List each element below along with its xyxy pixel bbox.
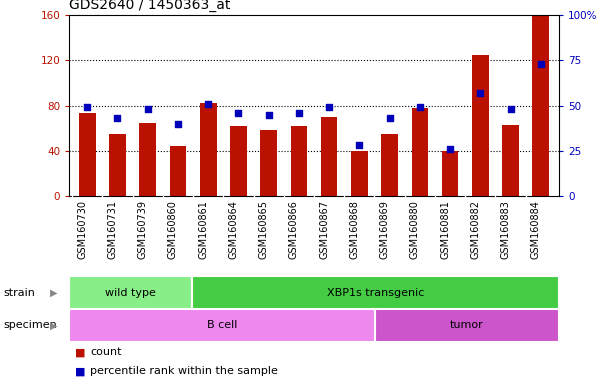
Point: [203, 101, 213, 107]
Text: GSM160868: GSM160868: [349, 200, 359, 259]
Text: GSM160884: GSM160884: [531, 200, 541, 259]
Bar: [69, 309, 375, 342]
Text: strain: strain: [3, 288, 35, 298]
Bar: [139, 122, 156, 196]
Point: [294, 110, 304, 116]
Bar: [502, 125, 519, 196]
Bar: [351, 151, 368, 196]
Point: [506, 106, 516, 112]
Text: GSM160739: GSM160739: [138, 200, 148, 259]
Text: GSM160869: GSM160869: [380, 200, 389, 259]
Bar: [200, 103, 216, 196]
Text: GDS2640 / 1450363_at: GDS2640 / 1450363_at: [69, 0, 231, 12]
Text: GSM160865: GSM160865: [258, 200, 269, 259]
Text: XBP1s transgenic: XBP1s transgenic: [326, 288, 424, 298]
Bar: [260, 131, 277, 196]
Text: GSM160883: GSM160883: [501, 200, 511, 259]
Bar: [169, 146, 186, 196]
Bar: [230, 126, 247, 196]
Bar: [532, 15, 549, 196]
Text: tumor: tumor: [450, 320, 484, 331]
Text: GSM160867: GSM160867: [319, 200, 329, 259]
Point: [234, 110, 243, 116]
Point: [143, 106, 153, 112]
Point: [264, 112, 273, 118]
Bar: [109, 134, 126, 196]
Text: GSM160731: GSM160731: [108, 200, 117, 259]
Text: GSM160861: GSM160861: [198, 200, 208, 259]
Text: ■: ■: [75, 366, 85, 376]
Text: count: count: [90, 347, 121, 358]
Point: [415, 104, 425, 111]
Text: ▶: ▶: [50, 320, 58, 331]
Text: GSM160860: GSM160860: [168, 200, 178, 259]
Text: GSM160864: GSM160864: [228, 200, 239, 259]
Bar: [381, 134, 398, 196]
Bar: [321, 117, 337, 196]
Bar: [69, 276, 192, 309]
Point: [173, 121, 183, 127]
Point: [325, 104, 334, 111]
Bar: [192, 276, 559, 309]
Text: specimen: specimen: [3, 320, 56, 331]
Point: [536, 61, 546, 67]
Text: percentile rank within the sample: percentile rank within the sample: [90, 366, 278, 376]
Text: GSM160880: GSM160880: [410, 200, 420, 259]
Text: wild type: wild type: [105, 288, 156, 298]
Point: [112, 115, 122, 121]
Text: GSM160730: GSM160730: [78, 200, 87, 259]
Text: GSM160881: GSM160881: [440, 200, 450, 259]
Bar: [291, 126, 307, 196]
Text: B cell: B cell: [207, 320, 237, 331]
Point: [445, 146, 455, 152]
Text: GSM160866: GSM160866: [289, 200, 299, 259]
Bar: [412, 108, 428, 196]
Bar: [79, 114, 96, 196]
Point: [475, 90, 485, 96]
Bar: [472, 55, 489, 196]
Point: [385, 115, 394, 121]
Bar: [442, 151, 459, 196]
Point: [355, 142, 364, 148]
Text: ▶: ▶: [50, 288, 58, 298]
Text: GSM160882: GSM160882: [471, 200, 480, 259]
Text: ■: ■: [75, 347, 85, 358]
Point: [82, 104, 92, 111]
Bar: [375, 309, 559, 342]
